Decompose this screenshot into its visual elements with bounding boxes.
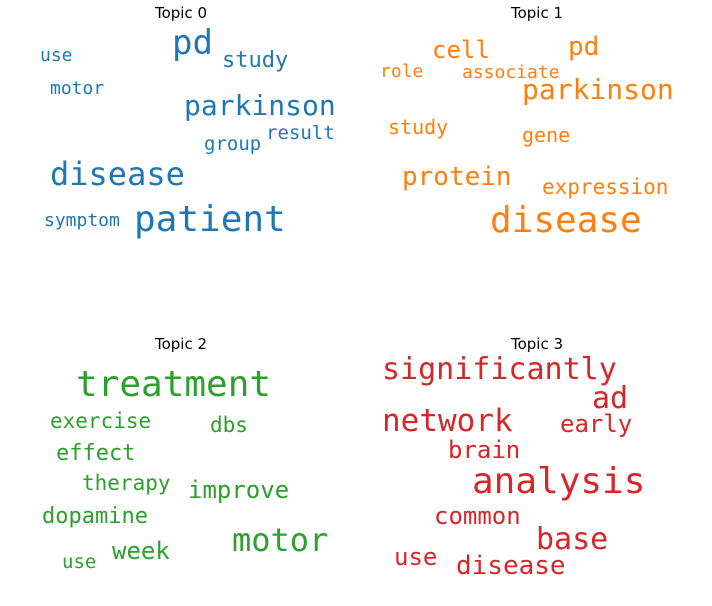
topic-1-word-gene: gene [522, 123, 571, 147]
topic-3-word-analysis: analysis [472, 461, 646, 502]
topic-2-word-treatment: treatment [76, 364, 272, 405]
topic-0-word-motor: motor [50, 78, 105, 99]
topic-3-word-ad: ad [592, 381, 629, 416]
topic-0-title: Topic 0 [154, 4, 208, 22]
topic-0-word-symptom: symptom [44, 210, 120, 231]
topic-1-word-parkinson: parkinson [522, 73, 674, 106]
topic-1-word-disease: disease [490, 200, 642, 241]
topic-2-panel: Topic 2 treatment exercise dbs effect therap… [6, 331, 356, 591]
topic-0-word-patient: patient [134, 199, 286, 240]
topic-3-word-brain: brain [448, 436, 521, 464]
topic-1-word-study: study [388, 115, 449, 139]
topic-3-word-significantly: significantly [382, 352, 617, 387]
topic-0-word-result: result [266, 122, 335, 144]
topic-2-title: Topic 2 [154, 335, 208, 353]
topic-1-word-pd: pd [568, 32, 600, 62]
topic-1-word-cell: cell [432, 36, 490, 64]
topic-1-word-expression: expression [542, 175, 669, 199]
topic-3-word-network: network [382, 403, 513, 439]
topic-1-panel: Topic 1 cell pd role associate parkinson stud… [362, 0, 712, 260]
topic-2-word-use: use [62, 551, 97, 573]
topic-0-word-parkinson: parkinson [184, 89, 336, 122]
topic-1-word-role: role [380, 61, 424, 82]
topic-3-panel: Topic 3 significantly ad network early brain… [362, 331, 712, 591]
topic-2-word-week: week [112, 537, 170, 565]
topic-2-word-effect: effect [56, 441, 136, 466]
topic-1-word-associate: associate [462, 62, 560, 83]
topic-0-panel: Topic 0 pd study use motor parkinson result gr… [6, 0, 356, 260]
topic-0-word-disease: disease [50, 155, 185, 193]
topic-3-word-early: early [560, 410, 633, 438]
topic-2-word-therapy: therapy [82, 471, 171, 495]
topic-2-word-improve: improve [188, 476, 290, 504]
topic-3-word-common: common [434, 502, 521, 530]
topic-1-title: Topic 1 [510, 4, 564, 22]
topic-0-word-study: study [222, 48, 289, 73]
topic-0-word-use: use [40, 45, 73, 66]
topic-0-word-pd: pd [172, 23, 213, 63]
topic-2-word-motor: motor [232, 521, 329, 559]
topic-2-word-dopamine: dopamine [42, 504, 148, 529]
topic-0-word-group: group [204, 133, 262, 155]
topic-2-word-exercise: exercise [50, 409, 152, 433]
topic-2-word-dbs: dbs [210, 413, 248, 437]
topic-3-word-use: use [394, 543, 438, 571]
topic-3-title: Topic 3 [510, 335, 564, 353]
topic-3-word-base: base [536, 522, 609, 557]
topic-1-word-protein: protein [402, 162, 512, 192]
topic-3-word-disease: disease [456, 551, 566, 581]
